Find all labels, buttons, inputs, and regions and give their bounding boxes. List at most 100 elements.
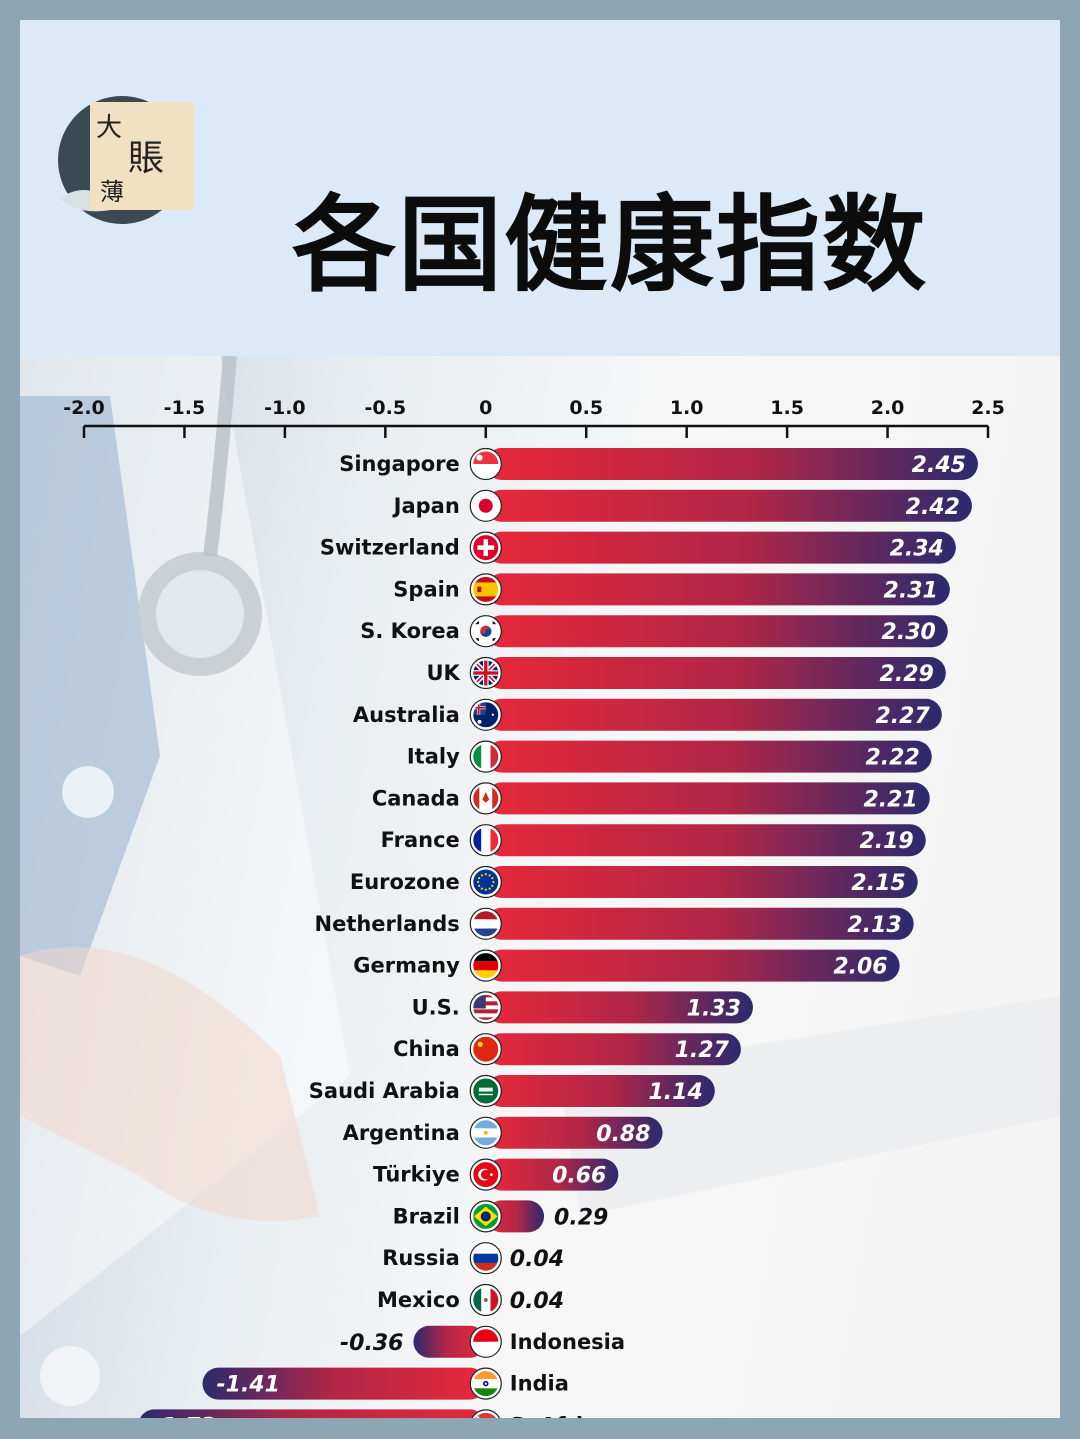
value-label: 2.31 <box>884 578 938 603</box>
header: 大 賬 薄 各国健康指数 <box>20 20 1060 356</box>
bar <box>485 866 918 898</box>
russia-flag-icon <box>469 1242 502 1275</box>
bar-row: 0.66 Türkiye <box>373 1158 619 1191</box>
germany-flag-icon <box>469 949 502 982</box>
x-tick-label: 1.5 <box>770 397 804 419</box>
bar <box>485 907 914 940</box>
logo-seal-icon: 大 賬 薄 <box>58 96 194 224</box>
country-label: Saudi Arabia <box>309 1079 460 1103</box>
brazil-flag-icon <box>469 1200 502 1233</box>
value-label: -1.41 <box>217 1373 280 1398</box>
x-tick-label: -1.5 <box>164 397 206 419</box>
x-tick-label: -1.0 <box>264 397 306 419</box>
bar-row: 2.19 France <box>381 824 926 857</box>
bar <box>485 782 930 815</box>
value-label: 1.27 <box>675 1038 730 1063</box>
health-index-bar-chart: -2.0 -1.5 -1.0 -0.5 0 0.5 1.0 1.5 2.0 2.5 2.45 Sin… <box>63 397 1005 1418</box>
value-label: 0.04 <box>510 1289 564 1314</box>
bar-row: 2.13 Netherlands <box>315 907 914 940</box>
bar-row: 1.33 U.S. <box>412 991 753 1024</box>
bar-row: 1.14 Saudi Arabia <box>309 1074 715 1108</box>
value-label: 2.45 <box>912 453 966 478</box>
bar <box>485 657 946 689</box>
uk-flag-icon <box>469 656 502 690</box>
country-label: Argentina <box>343 1121 460 1145</box>
country-label: S. Korea <box>360 619 460 643</box>
bar-row: 2.21 Canada <box>372 782 930 815</box>
france-flag-icon <box>469 824 502 857</box>
country-label: Canada <box>372 786 460 810</box>
bar-row: -1.41 India <box>202 1367 569 1400</box>
value-label: 0.29 <box>554 1205 608 1230</box>
country-label: Germany <box>353 954 460 978</box>
netherlands-flag-icon <box>469 907 502 940</box>
bar-row: 2.15 Eurozone <box>350 865 918 899</box>
value-label: 0.88 <box>596 1122 650 1147</box>
x-axis: -2.0 -1.5 -1.0 -0.5 0 0.5 1.0 1.5 2.0 2.5 <box>63 397 1005 438</box>
country-label: Japan <box>392 494 460 518</box>
bar-row: 0.04 Russia <box>382 1242 564 1275</box>
bar-row: 2.27 Australia <box>353 698 942 731</box>
country-label: Switzerland <box>320 536 460 560</box>
logo-char-3: 薄 <box>100 178 124 206</box>
value-label: 1.14 <box>649 1080 703 1105</box>
bar-row: 2.06 Germany <box>353 949 900 982</box>
country-label: Italy <box>407 745 460 769</box>
bar <box>485 740 932 773</box>
indonesia-flag-icon <box>469 1325 502 1358</box>
value-label: 2.30 <box>882 620 936 645</box>
bar <box>485 1033 741 1066</box>
value-label: 2.19 <box>859 829 913 854</box>
value-label: 2.21 <box>863 787 917 812</box>
poster-frame: 大 賬 薄 各国健康指数 <box>20 20 1060 1418</box>
country-label: Russia <box>382 1246 460 1270</box>
bar-row: 0.04 Mexico <box>377 1283 564 1317</box>
bar <box>485 698 942 731</box>
bar-row: -0.36 Indonesia <box>340 1325 625 1358</box>
value-label: 1.33 <box>687 996 741 1021</box>
spain-flag-icon <box>469 573 502 606</box>
country-label: Mexico <box>377 1288 460 1312</box>
country-label: Australia <box>353 703 460 727</box>
bar <box>485 448 978 480</box>
value-label: 2.42 <box>906 495 960 520</box>
bar-row: 0.29 Brazil <box>393 1200 608 1233</box>
value-label: -0.36 <box>340 1331 403 1356</box>
canada-flag-icon <box>469 782 502 815</box>
south-africa-flag-icon <box>471 1409 501 1418</box>
country-label: India <box>510 1372 569 1396</box>
value-label: 2.22 <box>865 746 919 771</box>
bar <box>485 1075 715 1107</box>
saudi-arabia-flag-icon <box>469 1074 502 1108</box>
x-tick-label: 2.0 <box>871 397 905 419</box>
country-label: Türkiye <box>373 1163 460 1187</box>
country-label: Eurozone <box>350 870 460 894</box>
x-tick-label: 0 <box>479 397 492 419</box>
us-flag-icon <box>469 991 502 1024</box>
bar-row: 2.29 UK <box>426 656 946 690</box>
argentina-flag-icon <box>469 1116 502 1149</box>
bar-row: 1.27 China <box>393 1033 741 1066</box>
bar-row: 0.88 Argentina <box>343 1116 663 1149</box>
south-korea-flag-icon <box>469 615 502 648</box>
bar <box>485 1200 545 1233</box>
value-label: 2.27 <box>876 704 931 729</box>
bar-row: 2.30 S. Korea <box>360 615 948 648</box>
bar <box>485 531 956 564</box>
country-label: Indonesia <box>510 1330 625 1354</box>
value-label: 0.66 <box>552 1164 606 1189</box>
country-label: S. Africa <box>510 1413 610 1418</box>
bar <box>485 991 753 1024</box>
india-flag-icon <box>469 1367 502 1400</box>
bar <box>485 1116 663 1149</box>
background-doctor-illustration <box>20 356 1060 1406</box>
eurozone-flag-icon <box>469 865 502 899</box>
bar-row: 2.31 Spain <box>393 573 950 606</box>
bar-row: 2.45 Singapore <box>339 447 978 481</box>
chart-area: -2.0 -1.5 -1.0 -0.5 0 0.5 1.0 1.5 2.0 2.5 2.45 Sin… <box>20 356 1060 1418</box>
value-label: 2.06 <box>833 955 887 980</box>
bar <box>202 1367 486 1400</box>
logo-char-1: 大 <box>96 113 122 143</box>
bar <box>485 824 926 857</box>
value-label: 2.34 <box>890 537 944 562</box>
